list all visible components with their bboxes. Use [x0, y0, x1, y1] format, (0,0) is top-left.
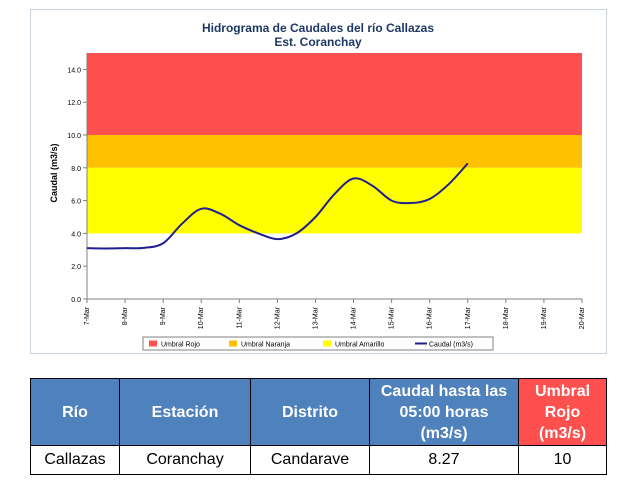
legend-label: Umbral Amarillo: [335, 342, 385, 349]
header-distrito: Distrito: [250, 378, 370, 446]
y-tick-label: 0.0: [71, 297, 81, 304]
legend-label: Umbral Naranja: [241, 342, 290, 349]
y-tick-label: 8.0: [71, 166, 81, 173]
header-estacion: Estación: [119, 378, 251, 446]
threshold-band-1: [87, 135, 582, 168]
y-tick-label: 12.0: [67, 100, 81, 107]
legend-box: [142, 336, 494, 351]
legend-swatch-0: [149, 340, 157, 347]
cell-estacion: Coranchay: [119, 445, 251, 475]
cell-umbral-rojo: 10: [518, 445, 607, 475]
y-tick-label: 4.0: [71, 231, 81, 238]
y-tick-label: 2.0: [71, 264, 81, 271]
x-tick-label: 7-Mar: [84, 306, 91, 325]
y-axis-label: Caudal (m3/s): [49, 143, 59, 202]
x-tick-label: 20-Mar: [579, 306, 586, 329]
threshold-band-0: [87, 53, 582, 135]
chart-frame: Hidrograma de Caudales del río Callazas …: [30, 9, 607, 354]
cell-distrito: Candarave: [250, 445, 370, 475]
x-tick-label: 19-Mar: [541, 306, 548, 329]
table-header-row: Río Estación Distrito Caudal hasta las 0…: [30, 378, 607, 446]
x-tick-label: 10-Mar: [198, 306, 205, 329]
x-tick-label: 11-Mar: [236, 306, 243, 328]
x-tick-label: 17-Mar: [465, 306, 472, 329]
cell-caudal: 8.27: [369, 445, 519, 475]
x-tick-label: 9-Mar: [160, 306, 167, 325]
x-tick-label: 14-Mar: [351, 306, 358, 329]
y-tick-label: 6.0: [71, 199, 81, 206]
table-row: Callazas Coranchay Candarave 8.27 10: [30, 445, 607, 475]
y-tick-label: 14.0: [67, 67, 81, 74]
threshold-band-2: [87, 167, 582, 234]
hydrograph-chart: Hidrograma de Caudales del río Callazas …: [49, 21, 586, 351]
header-umbral-rojo: Umbral Rojo (m3/s): [518, 378, 607, 446]
header-caudal: Caudal hasta las 05:00 horas (m3/s): [369, 378, 519, 446]
legend-label: Caudal (m3/s): [429, 342, 473, 349]
x-tick-label: 12-Mar: [274, 306, 281, 329]
summary-table: Río Estación Distrito Caudal hasta las 0…: [30, 378, 607, 475]
chart-title: Hidrograma de Caudales del río Callazas: [202, 21, 434, 35]
x-tick-label: 8-Mar: [122, 306, 129, 325]
chart-subtitle: Est. Coranchay: [274, 35, 362, 49]
x-tick-label: 15-Mar: [389, 306, 396, 329]
series-line-0: [86, 162, 469, 250]
x-tick-label: 16-Mar: [427, 306, 434, 329]
chart-legend: Umbral Rojo Umbral Naranja Umbral Amarillo…: [142, 336, 494, 351]
x-tick-label: 18-Mar: [503, 306, 510, 329]
header-rio: Río: [30, 378, 120, 446]
legend-swatch-1: [229, 340, 237, 347]
legend-swatch-2: [323, 340, 331, 347]
x-tick-label: 13-Mar: [312, 306, 319, 329]
cell-rio: Callazas: [30, 445, 120, 475]
legend-label: Umbral Rojo: [161, 342, 200, 349]
y-tick-label: 10.0: [67, 133, 81, 140]
